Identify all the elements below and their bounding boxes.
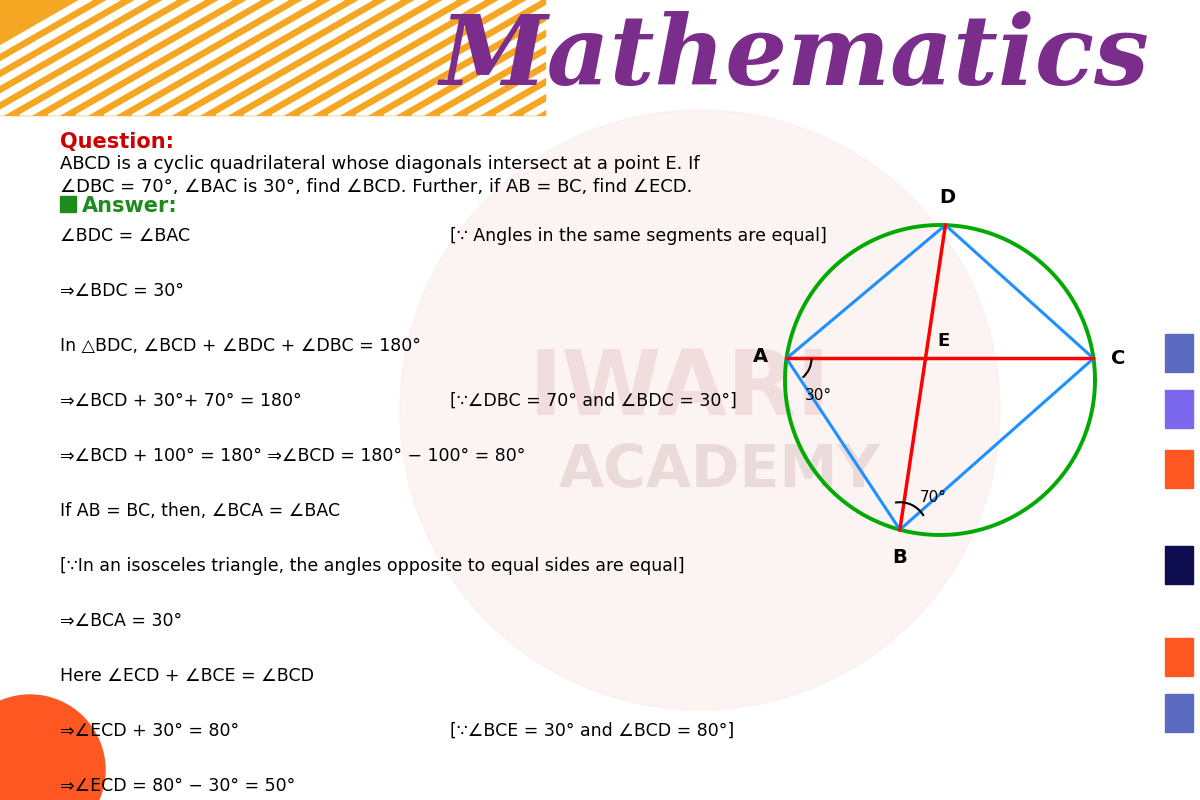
Text: In △BDC, ∠BCD + ∠BDC + ∠DBC = 180°: In △BDC, ∠BCD + ∠BDC + ∠DBC = 180° — [60, 337, 421, 355]
Circle shape — [0, 695, 106, 800]
Polygon shape — [440, 0, 652, 115]
Polygon shape — [496, 0, 708, 115]
Polygon shape — [20, 0, 232, 115]
Text: ⇒∠BCD + 30°+ 70° = 180°: ⇒∠BCD + 30°+ 70° = 180° — [60, 392, 301, 410]
Polygon shape — [0, 0, 204, 115]
Circle shape — [400, 110, 1000, 710]
Text: ∠BDC = ∠BAC: ∠BDC = ∠BAC — [60, 227, 190, 245]
Polygon shape — [0, 0, 148, 115]
Polygon shape — [356, 0, 568, 115]
Text: ACADEMY: ACADEMY — [559, 442, 881, 498]
Text: A: A — [754, 347, 768, 366]
Text: Answer:: Answer: — [82, 196, 178, 216]
Text: C: C — [1111, 349, 1126, 368]
Text: ⇒∠BDC = 30°: ⇒∠BDC = 30° — [60, 282, 184, 300]
Text: ⇒∠ECD + 30° = 80°: ⇒∠ECD + 30° = 80° — [60, 722, 239, 740]
Polygon shape — [0, 0, 92, 115]
Text: ⇒∠ECD = 80° − 30° = 50°: ⇒∠ECD = 80° − 30° = 50° — [60, 777, 295, 795]
Text: Question:: Question: — [60, 132, 174, 152]
Polygon shape — [244, 0, 456, 115]
Polygon shape — [48, 0, 260, 115]
Polygon shape — [412, 0, 624, 115]
Text: [∵ Angles in the same segments are equal]: [∵ Angles in the same segments are equal… — [450, 227, 827, 245]
Text: ⇒∠BCD + 100° = 180° ⇒∠BCD = 180° − 100° = 80°: ⇒∠BCD + 100° = 180° ⇒∠BCD = 180° − 100° … — [60, 447, 526, 465]
Bar — [1165, 546, 1193, 584]
Polygon shape — [580, 0, 792, 115]
Text: E: E — [937, 333, 949, 350]
Bar — [1165, 694, 1193, 732]
Polygon shape — [0, 0, 120, 115]
Polygon shape — [216, 0, 428, 115]
Bar — [60, 196, 76, 212]
Text: [∵∠DBC = 70° and ∠BDC = 30°]: [∵∠DBC = 70° and ∠BDC = 30°] — [450, 392, 737, 410]
Text: ∠DBC = 70°, ∠BAC is 30°, find ∠BCD. Further, if AB = BC, find ∠ECD.: ∠DBC = 70°, ∠BAC is 30°, find ∠BCD. Furt… — [60, 178, 692, 196]
Polygon shape — [552, 0, 764, 115]
Polygon shape — [272, 0, 484, 115]
Polygon shape — [104, 0, 316, 115]
Text: IWARI: IWARI — [529, 346, 830, 434]
Text: B: B — [893, 548, 907, 566]
Text: 30°: 30° — [804, 389, 832, 403]
Polygon shape — [0, 0, 176, 115]
Polygon shape — [468, 0, 680, 115]
Text: ⇒∠BCA = 30°: ⇒∠BCA = 30° — [60, 612, 182, 630]
Polygon shape — [76, 0, 288, 115]
Text: [∵In an isosceles triangle, the angles opposite to equal sides are equal]: [∵In an isosceles triangle, the angles o… — [60, 557, 685, 575]
Text: Here ∠ECD + ∠BCE = ∠BCD: Here ∠ECD + ∠BCE = ∠BCD — [60, 667, 314, 685]
Polygon shape — [160, 0, 372, 115]
Bar — [1165, 334, 1193, 372]
Bar — [1165, 450, 1193, 488]
Polygon shape — [188, 0, 400, 115]
Bar — [1165, 390, 1193, 428]
Bar — [0, 0, 545, 115]
Text: Mathematics: Mathematics — [440, 11, 1150, 105]
Text: 70°: 70° — [920, 490, 947, 505]
Polygon shape — [300, 0, 512, 115]
Polygon shape — [132, 0, 344, 115]
Text: [∵∠BCE = 30° and ∠BCD = 80°]: [∵∠BCE = 30° and ∠BCD = 80°] — [450, 722, 734, 740]
Text: If AB = BC, then, ∠BCA = ∠BAC: If AB = BC, then, ∠BCA = ∠BAC — [60, 502, 340, 520]
Polygon shape — [524, 0, 736, 115]
Polygon shape — [384, 0, 596, 115]
Text: D: D — [940, 188, 955, 207]
Bar — [1165, 638, 1193, 676]
Text: ABCD is a cyclic quadrilateral whose diagonals intersect at a point E. If: ABCD is a cyclic quadrilateral whose dia… — [60, 155, 700, 173]
Polygon shape — [328, 0, 540, 115]
